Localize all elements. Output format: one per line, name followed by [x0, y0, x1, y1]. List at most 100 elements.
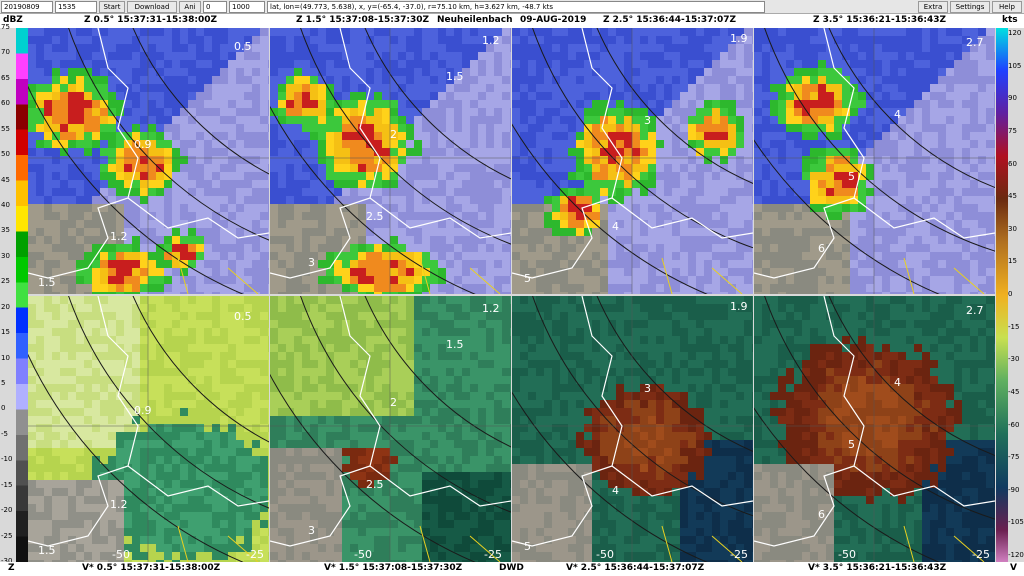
kts-tick-label: -15 [1008, 322, 1020, 331]
kts-tick-label: 120 [1008, 29, 1022, 37]
panel-annotation: 5 [848, 170, 855, 183]
kts-tick-label: -75 [1008, 453, 1020, 462]
velocity-colorbar [996, 28, 1008, 562]
date-input[interactable]: 20190809 [1, 1, 53, 13]
panel-annotation: 2.7 [966, 304, 984, 317]
dbz-tick-label: 15 [1, 328, 10, 337]
kts-tick-label: 15 [1008, 257, 1017, 266]
dbz-tick-label: -15 [1, 480, 13, 489]
kts-tick-label: -30 [1008, 355, 1020, 364]
panel-v35[interactable]: 2.7 4 5 6 -50 -25 [754, 296, 995, 562]
panel-annotation: 1.5 [446, 70, 464, 83]
dbz-tick-label: 25 [1, 277, 10, 286]
kts-tick-label: -45 [1008, 387, 1020, 396]
panel-annotation: 3 [308, 256, 315, 269]
dbz-tick-label: 65 [1, 73, 10, 82]
kts-tick-label: 105 [1008, 61, 1022, 70]
dbz-tick-label: -25 [1, 531, 13, 540]
kts-tick-label: 75 [1008, 126, 1017, 135]
start-button[interactable]: Start [99, 1, 125, 13]
right-tag: V [1010, 563, 1017, 573]
dbz-tick-label: 40 [1, 201, 10, 209]
panel-annotation: -25 [972, 548, 990, 561]
kts-tick-label: 45 [1008, 192, 1017, 201]
panel-annotation: 0.5 [234, 40, 252, 53]
panel-annotation: 0.9 [134, 138, 152, 151]
time-input[interactable]: 1535 [55, 1, 97, 13]
dbz-tick-label: 55 [1, 124, 10, 133]
panel-title-z25: Z 2.5° 15:36:44-15:37:07Z [603, 15, 737, 25]
panel-annotation: -50 [596, 548, 614, 561]
panel-annotation: 3 [308, 524, 315, 537]
panel-annotation: 1.9 [730, 300, 748, 313]
kts-tick-label: -60 [1008, 420, 1020, 429]
kts-tick-label: -90 [1008, 485, 1020, 494]
panel-annotation: 2.5 [366, 478, 384, 491]
header-date: 09-AUG-2019 [520, 15, 587, 25]
panel-annotation: 6 [818, 242, 825, 255]
help-button[interactable]: Help [992, 1, 1022, 13]
panel-v05[interactable]: 0.5 0.9 1.2 1.5 -50 -25 [28, 296, 269, 562]
kts-tick-label: 90 [1008, 94, 1017, 103]
panel-v25[interactable]: 1.9 3 4 5 -50 -25 [512, 296, 753, 562]
dbz-tick-label: 5 [1, 379, 6, 387]
panel-annotation: 1.5 [38, 276, 56, 289]
panel-annotation: -25 [246, 548, 264, 561]
kts-tick-label: -120 [1008, 551, 1024, 559]
panel-title-z15: Z 1.5° 15:37:08-15:37:30Z [296, 15, 430, 25]
header-row: dBZ Z 0.5° 15:37:31-15:38:00Z Z 1.5° 15:… [0, 14, 1024, 28]
panel-annotation: 5 [524, 272, 531, 285]
panel-annotation: -25 [730, 548, 748, 561]
panel-annotation: 0.9 [134, 404, 152, 417]
panel-annotation: 1.2 [482, 302, 500, 315]
station-name: Neuheilenbach [437, 15, 513, 25]
panel-annotation: 1.5 [38, 544, 56, 557]
panel-annotation: 3 [644, 382, 651, 395]
dbz-tick-label: -30 [1, 557, 13, 565]
dbz-tick-label: -20 [1, 506, 13, 515]
panel-annotation: 4 [894, 108, 901, 121]
left-unit-label: dBZ [3, 15, 23, 25]
dbz-tick-label: 30 [1, 251, 10, 260]
speed-input[interactable]: 1000 [229, 1, 265, 13]
left-tag: Z [8, 563, 15, 573]
kts-tick-label: 30 [1008, 224, 1017, 233]
panel-annotation: 4 [612, 220, 619, 233]
extra-button[interactable]: Extra [918, 1, 948, 13]
panel-title-v35: V* 3.5° 15:36:21-15:36:43Z [808, 563, 947, 573]
ani-button[interactable]: Ani [179, 1, 201, 13]
panel-annotation: 3 [644, 114, 651, 127]
download-button[interactable]: Download [127, 1, 177, 13]
kts-tick-label: 60 [1008, 159, 1017, 168]
panel-annotation: 1.2 [110, 230, 128, 243]
panel-z15[interactable]: 1.2 1.5 2 2.5 3 [270, 28, 511, 294]
kts-tick-label: 0 [1008, 290, 1013, 298]
dbz-tick-label: 45 [1, 175, 10, 184]
panel-annotation: -25 [484, 548, 502, 561]
panel-annotation: 1.5 [446, 338, 464, 351]
panel-title-v05: V* 0.5° 15:37:31-15:38:00Z [82, 563, 221, 573]
panel-annotation: 2.5 [366, 210, 384, 223]
dbz-tick-label: 0 [1, 404, 6, 413]
dbz-tick-label: 60 [1, 99, 10, 108]
panel-annotation: 2.7 [966, 36, 984, 49]
panel-title-v15: V* 1.5° 15:37:08-15:37:30Z [324, 563, 463, 573]
toolbar: 20190809 1535 Start Download Ani 0 1000 … [0, 0, 1024, 14]
settings-button[interactable]: Settings [950, 1, 990, 13]
panel-annotation: 1.2 [482, 34, 500, 47]
panel-annotation: 5 [524, 540, 531, 553]
panel-title-v25: V* 2.5° 15:36:44-15:37:07Z [566, 563, 705, 573]
dbz-tick-label: 75 [1, 23, 10, 31]
panel-z35[interactable]: 2.7 4 5 6 [754, 28, 995, 294]
panel-annotation: 2 [390, 396, 397, 409]
dbz-tick-label: 50 [1, 150, 10, 159]
panel-annotation: 1.9 [730, 32, 748, 45]
panel-annotation: -50 [354, 548, 372, 561]
panel-annotation: 6 [818, 508, 825, 521]
panel-v15[interactable]: 1.2 1.5 2 2.5 3 -50 -25 [270, 296, 511, 562]
ani-input[interactable]: 0 [203, 1, 227, 13]
panel-z05[interactable]: 0.5 0.9 1.2 1.5 [28, 28, 269, 294]
dbz-tick-label: -10 [1, 455, 13, 464]
panel-z25[interactable]: 1.9 3 4 5 [512, 28, 753, 294]
panel-annotation: -50 [112, 548, 130, 561]
